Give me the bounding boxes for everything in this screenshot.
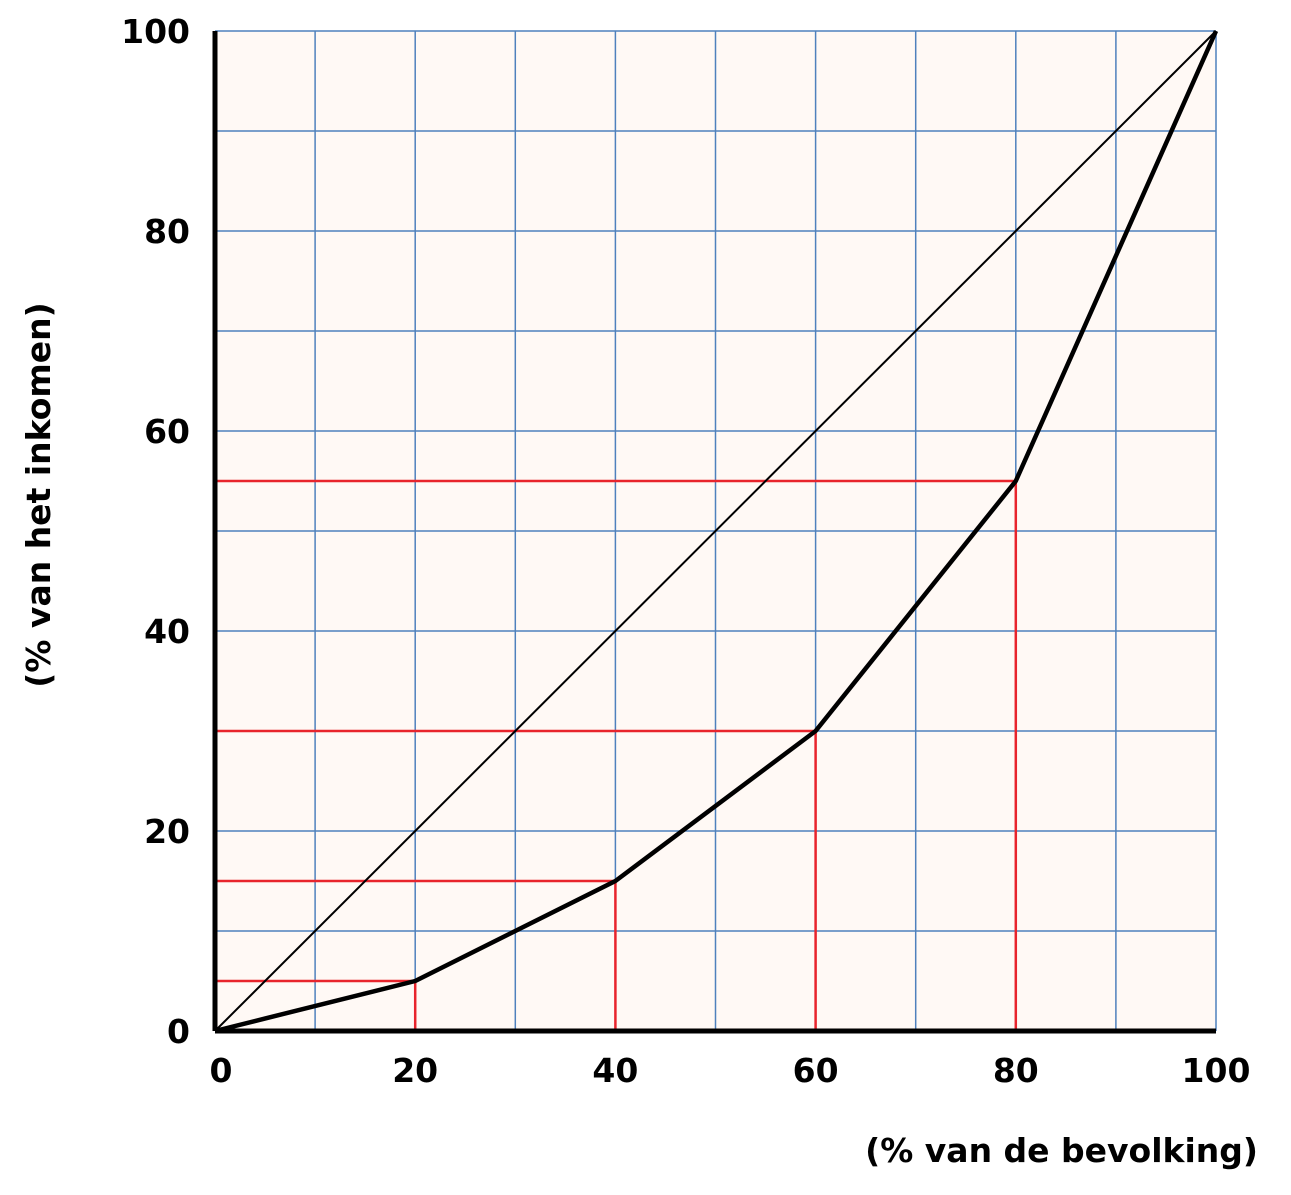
y-tick-label: 80 <box>144 212 190 251</box>
y-tick-label: 20 <box>144 812 190 851</box>
line <box>214 30 1219 1034</box>
x-tick-label: 20 <box>392 1051 438 1090</box>
y-tick-label: 100 <box>121 12 190 51</box>
x-tick-label: 60 <box>793 1051 839 1090</box>
x-tick-label: 80 <box>993 1051 1039 1090</box>
x-tick-label: 40 <box>592 1051 638 1090</box>
line <box>214 30 1217 1032</box>
y-axis-label: (% van het inkomen) <box>19 302 58 687</box>
x-axis-label: (% van de bevolking) <box>865 1131 1258 1170</box>
y-tick-label: 40 <box>144 612 190 651</box>
x-tick-label: 100 <box>1182 1051 1251 1090</box>
y-tick-label: 0 <box>167 1012 190 1051</box>
y-tick-label: 60 <box>144 412 190 451</box>
x-tick-label: 0 <box>210 1051 233 1090</box>
